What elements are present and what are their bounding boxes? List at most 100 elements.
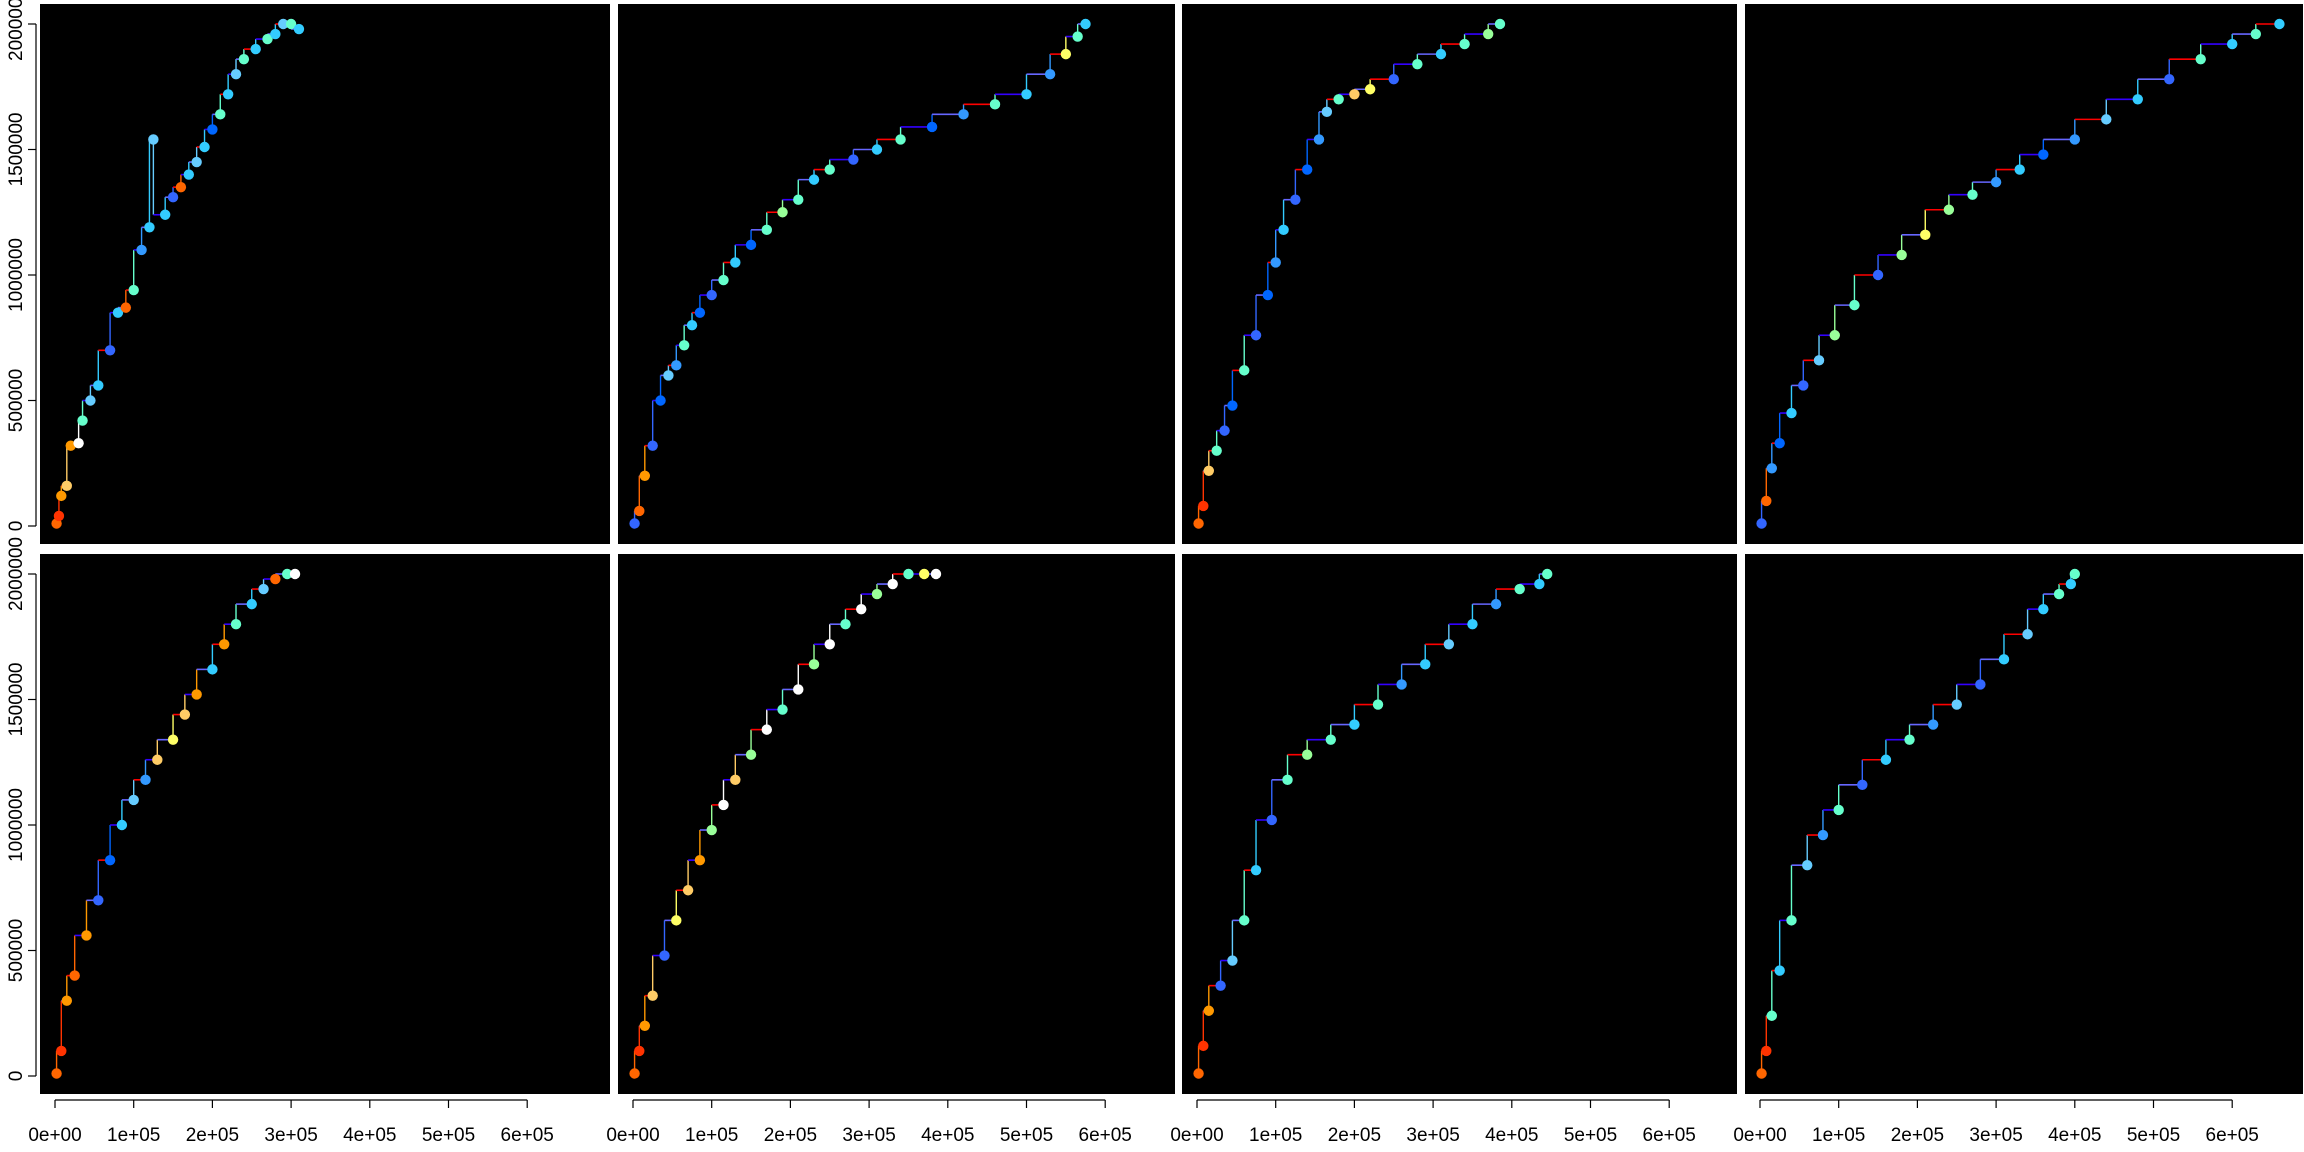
data-point xyxy=(761,224,772,236)
data-point xyxy=(2038,603,2049,615)
data-point xyxy=(706,824,717,836)
data-point xyxy=(179,709,191,720)
y-tick-label: 1000000 xyxy=(6,788,27,862)
data-point xyxy=(219,639,230,650)
data-point xyxy=(1435,48,1447,60)
data-point xyxy=(1396,679,1407,690)
data-point xyxy=(1943,204,1955,215)
data-point xyxy=(926,121,938,133)
data-point xyxy=(69,970,80,981)
data-point xyxy=(191,689,202,700)
data-point xyxy=(1250,330,1262,341)
data-point xyxy=(639,470,651,481)
data-point xyxy=(61,480,73,492)
data-point xyxy=(718,799,729,811)
data-point xyxy=(989,99,1001,110)
data-point xyxy=(629,518,640,529)
data-point xyxy=(230,619,242,630)
x-tick-label: 3e+05 xyxy=(1969,1125,2022,1146)
data-point xyxy=(1880,754,1892,765)
data-point xyxy=(2065,578,2077,590)
x-tick-label: 5e+05 xyxy=(1564,1125,1617,1146)
x-tick-label: 6e+05 xyxy=(1079,1125,1132,1146)
data-point xyxy=(777,704,788,715)
data-point xyxy=(659,950,670,961)
data-point xyxy=(1951,699,1962,710)
data-point xyxy=(270,28,281,40)
x-tick-label: 0e+00 xyxy=(28,1125,81,1146)
x-tick-label: 5e+05 xyxy=(422,1125,475,1146)
data-point xyxy=(120,302,132,313)
data-point xyxy=(1975,679,1986,690)
data-point xyxy=(1282,774,1293,786)
data-point xyxy=(1219,425,1230,436)
data-point xyxy=(1967,189,1978,200)
data-point xyxy=(1044,69,1056,80)
data-point xyxy=(2164,74,2175,85)
data-point xyxy=(1278,224,1289,236)
data-point xyxy=(1250,864,1262,876)
plot-background xyxy=(40,554,610,1094)
data-point xyxy=(1798,380,1809,391)
y-tick-label: 0 xyxy=(6,1071,27,1082)
x-tick-label: 4e+05 xyxy=(2048,1125,2101,1146)
data-point xyxy=(1227,955,1238,966)
x-tick-label: 6e+05 xyxy=(2206,1125,2259,1146)
plot-background xyxy=(1182,4,1737,544)
data-point xyxy=(1904,734,1915,745)
data-point xyxy=(1542,568,1553,580)
data-point xyxy=(278,18,289,30)
data-point xyxy=(1817,829,1829,841)
panel-row2-col3: 0e+00 1e+05 2e+05 3e+05 4e+05 5e+05 6e+05 xyxy=(1170,554,1737,1146)
data-point xyxy=(258,583,269,595)
data-point xyxy=(1998,654,2010,665)
data-point xyxy=(199,141,210,153)
data-point xyxy=(1829,330,1840,341)
data-point xyxy=(1203,1005,1215,1016)
data-point xyxy=(1349,89,1360,100)
data-point xyxy=(745,239,757,251)
panel-row2-col1: 0 500000 1000000 1500000 2000000 0e+00 1e+05 2e… xyxy=(6,537,610,1146)
data-point xyxy=(848,154,859,165)
data-point xyxy=(824,164,835,175)
data-point xyxy=(1514,583,1525,595)
data-point xyxy=(2132,94,2143,105)
data-point xyxy=(1072,31,1083,42)
data-point xyxy=(2014,164,2025,175)
data-point xyxy=(191,156,202,168)
data-point xyxy=(250,43,261,55)
data-point xyxy=(1786,407,1797,419)
data-point xyxy=(1198,1040,1209,1052)
y-tick-label: 1500000 xyxy=(6,113,27,187)
x-tick-label: 3e+05 xyxy=(1406,1125,1459,1146)
y-axis: 0 500000 1000000 1500000 2000000 xyxy=(6,537,37,1082)
data-point xyxy=(1534,578,1545,590)
data-point xyxy=(1756,518,1767,529)
data-point xyxy=(51,1068,62,1079)
data-point xyxy=(1080,18,1091,30)
panel-row1-col3 xyxy=(1182,4,1737,544)
data-point xyxy=(629,1068,640,1079)
plot-background xyxy=(618,554,1175,1094)
data-point xyxy=(1482,28,1494,40)
x-tick-label: 1e+05 xyxy=(1249,1125,1302,1146)
data-point xyxy=(1313,134,1325,145)
data-point xyxy=(77,415,88,426)
plot-background xyxy=(1745,554,2303,1094)
data-point xyxy=(246,598,257,610)
data-point xyxy=(1813,355,1825,366)
data-point xyxy=(634,1045,645,1057)
data-point xyxy=(167,734,179,745)
data-point xyxy=(1372,699,1384,710)
x-tick-label: 4e+05 xyxy=(921,1125,974,1146)
data-point xyxy=(1193,518,1204,529)
data-point xyxy=(136,244,147,256)
data-point xyxy=(634,505,645,517)
data-point xyxy=(887,578,898,590)
x-tick-label: 5e+05 xyxy=(2127,1125,2180,1146)
data-point xyxy=(93,895,104,906)
data-point xyxy=(694,307,706,318)
data-point xyxy=(2069,568,2080,580)
data-point xyxy=(85,395,96,406)
data-point xyxy=(840,619,851,630)
